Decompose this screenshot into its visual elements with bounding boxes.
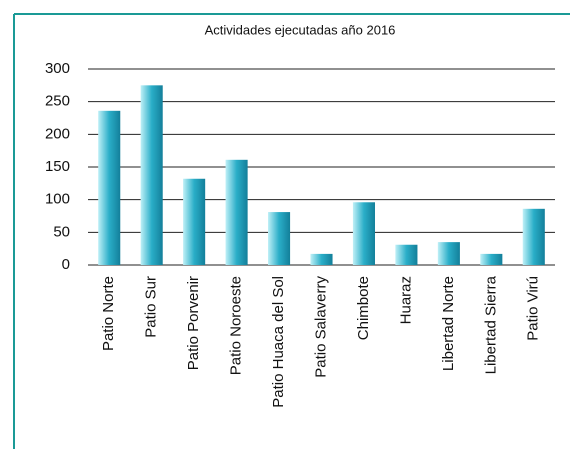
x-tick-label: Patio Sur (143, 276, 160, 338)
x-tick-label: Huaraz (397, 276, 414, 324)
y-tick-label: 200 (45, 125, 70, 142)
bar (140, 85, 163, 265)
y-tick-label: 100 (45, 191, 70, 208)
x-tick-label: Patio Porvenir (185, 276, 202, 370)
x-tick-label: Patio Salaverry (312, 276, 329, 378)
chart-title: Actividades ejecutadas año 2016 (205, 22, 396, 37)
y-tick-label: 150 (45, 158, 70, 175)
bar (98, 110, 121, 266)
bar (395, 244, 418, 265)
bar (437, 242, 460, 265)
y-tick-label: 250 (45, 93, 70, 110)
y-tick-label: 50 (53, 223, 70, 240)
y-tick-label: 0 (62, 256, 70, 273)
bar (352, 202, 375, 265)
bar (480, 253, 503, 265)
x-tick-label: Libertad Norte (440, 276, 457, 371)
x-tick-label: Libertad Sierra (482, 275, 499, 374)
bar (522, 208, 545, 265)
bar (225, 159, 248, 265)
bar (183, 178, 206, 265)
x-tick-label: Patio Huaca del Sol (270, 276, 287, 408)
y-tick-label: 300 (45, 60, 70, 77)
x-tick-label: Patio Virú (525, 276, 542, 341)
x-tick-label: Patio Norte (100, 276, 117, 351)
x-tick-label: Chimbote (355, 276, 372, 340)
bar (268, 212, 291, 265)
x-tick-label: Patio Noroeste (228, 276, 245, 375)
bar (310, 253, 333, 265)
